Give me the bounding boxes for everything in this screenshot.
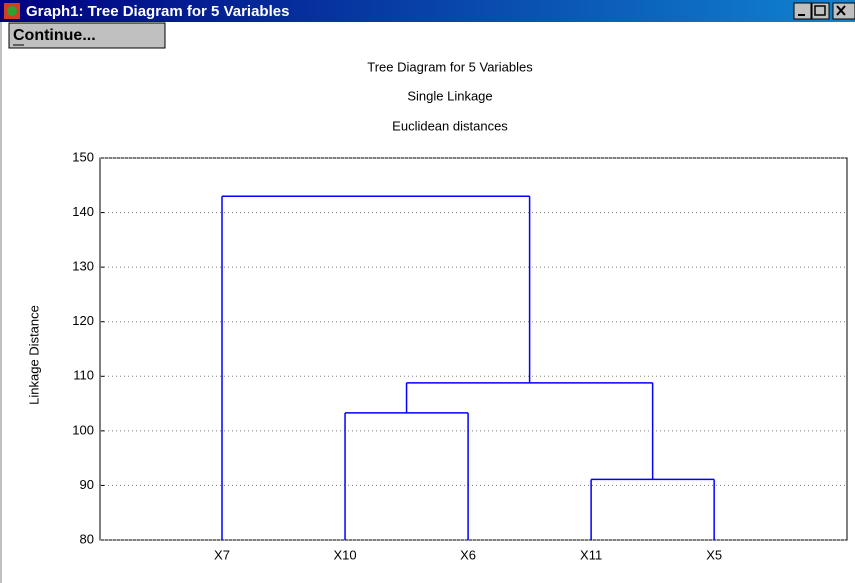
maximize-glyph [814, 5, 826, 16]
x-tick-label: X10 [333, 547, 356, 562]
app-icon-dot [7, 6, 17, 16]
y-tick-label: 110 [73, 368, 94, 383]
y-tick-label: 130 [72, 259, 94, 274]
plot-frame [99, 157, 848, 541]
y-axis-label: Linkage Distance [26, 305, 41, 405]
chart-title: Tree Diagram for 5 Variables [367, 59, 533, 74]
title-bar [0, 0, 855, 22]
x-tick-label: X7 [214, 547, 230, 562]
close-button[interactable] [832, 2, 855, 20]
y-tick-label: 150 [72, 149, 94, 164]
minimize-button[interactable] [793, 2, 812, 20]
window-controls[interactable] [793, 2, 855, 20]
chart-subtitle: Euclidean distances [392, 118, 508, 133]
chart-subtitle: Single Linkage [407, 88, 492, 103]
button-label[interactable]: Continue... [13, 27, 96, 44]
x-tick-label: X5 [706, 547, 722, 562]
y-tick-label: 80 [80, 531, 94, 546]
x-tick-label: X6 [460, 547, 476, 562]
x-tick-label: X11 [580, 547, 602, 562]
continue-button[interactable]: Continue... [8, 22, 166, 49]
y-tick-label: 140 [72, 204, 94, 219]
y-tick-label: 100 [72, 422, 94, 437]
y-tick-label: 90 [80, 477, 94, 492]
window-title: Graph1: Tree Diagram for 5 Variables [26, 3, 289, 20]
button-face[interactable] [8, 22, 166, 49]
y-tick-label: 120 [72, 313, 94, 328]
close-glyph [836, 5, 846, 16]
